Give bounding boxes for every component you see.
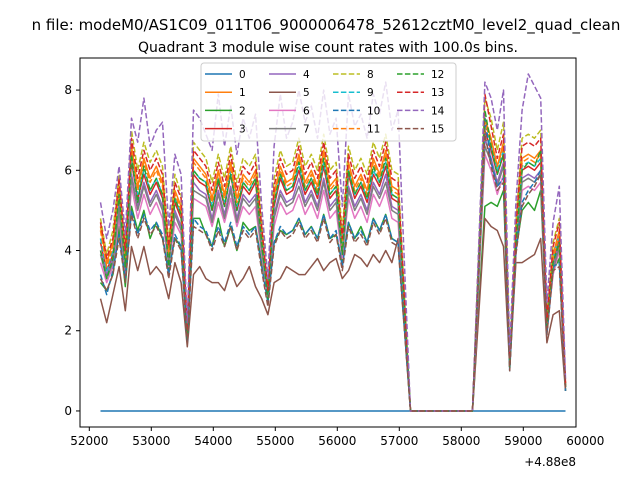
axes-frame — [79, 57, 577, 428]
y-tick-label: 6 — [64, 163, 72, 177]
legend-label-1: 1 — [239, 87, 246, 99]
legend-label-8: 8 — [367, 69, 374, 81]
y-tick-label: 4 — [64, 244, 72, 258]
series-line-6 — [99, 153, 567, 412]
x-tick-label: 57000 — [380, 434, 418, 448]
series-layer — [99, 73, 567, 412]
legend-label-0: 0 — [239, 69, 246, 81]
legend-label-4: 4 — [303, 69, 310, 81]
series-line-11 — [99, 121, 567, 412]
y-tick-label: 2 — [64, 324, 72, 338]
x-tick-label: 54000 — [194, 434, 232, 448]
legend-label-7: 7 — [303, 124, 310, 136]
x-tick-label: 52000 — [70, 434, 108, 448]
legend-label-11: 11 — [367, 124, 380, 136]
x-tick-label: 56000 — [318, 434, 356, 448]
series-line-5 — [99, 217, 567, 412]
legend-label-14: 14 — [431, 105, 445, 117]
y-tick-label: 0 — [64, 404, 72, 418]
series-line-8 — [99, 97, 567, 412]
y-axis: 0 2 4 6 8 — [64, 83, 80, 418]
series-line-13 — [99, 93, 567, 412]
legend-label-3: 3 — [239, 124, 246, 136]
legend-label-5: 5 — [303, 87, 310, 99]
series-line-2 — [99, 189, 567, 412]
legend-label-10: 10 — [367, 105, 380, 117]
legend-label-13: 13 — [431, 87, 444, 99]
legend-label-2: 2 — [239, 105, 246, 117]
series-line-12 — [99, 109, 567, 412]
figure-suptitle: n file: modeM0/AS1C09_011T06_9000006478_… — [32, 16, 621, 35]
series-line-15 — [99, 133, 567, 412]
chart-title: Quadrant 3 module wise count rates with … — [138, 40, 518, 56]
y-tick-label: 8 — [64, 83, 72, 97]
x-tick-label: 59000 — [504, 434, 542, 448]
x-tick-label: 60000 — [566, 434, 604, 448]
series-line-3 — [99, 129, 567, 412]
legend-label-12: 12 — [431, 69, 444, 81]
legend-label-6: 6 — [303, 105, 310, 117]
x-axis: 52000 53000 54000 55000 56000 57000 58000 59000… — [70, 427, 604, 448]
x-tick-label: 55000 — [256, 434, 294, 448]
x-offset-label: +4.88e8 — [524, 455, 576, 469]
legend-label-9: 9 — [367, 87, 374, 99]
x-tick-label: 53000 — [132, 434, 170, 448]
x-tick-label: 58000 — [442, 434, 480, 448]
legend-label-15: 15 — [431, 124, 444, 136]
legend-box — [200, 62, 457, 142]
